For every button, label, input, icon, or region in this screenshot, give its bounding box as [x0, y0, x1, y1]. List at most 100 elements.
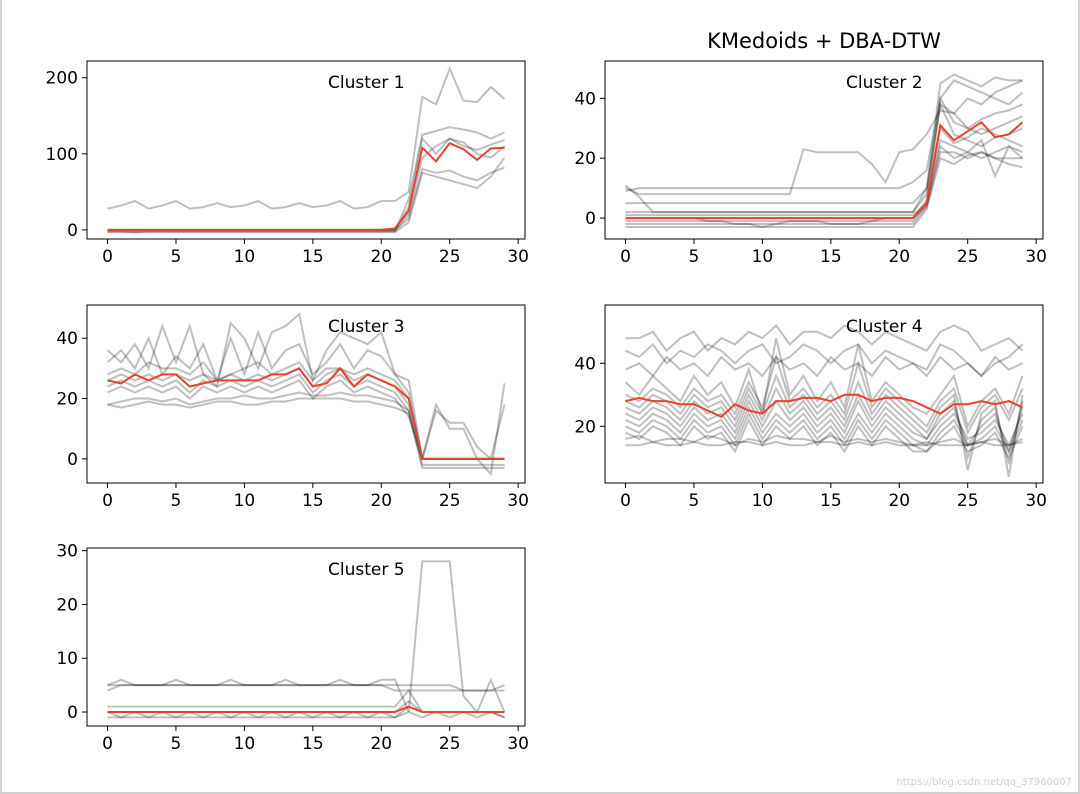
x-tick-label: 30: [507, 247, 529, 267]
x-tick-label: 25: [439, 247, 461, 267]
member-series-line: [625, 398, 1024, 455]
x-tick-label: 10: [234, 491, 256, 511]
member-series-line: [625, 405, 1024, 448]
y-tick-label: 200: [46, 69, 78, 89]
y-tick-label: 0: [67, 703, 78, 723]
cluster-panel-2: 0 5 10 15 20 25 30 0 20 40 Cluster 2: [574, 60, 1047, 267]
member-series-line: [107, 137, 506, 232]
x-tick-label: 15: [820, 491, 842, 511]
y-tick-label: 20: [574, 149, 596, 169]
x-tick-label: 25: [439, 734, 461, 754]
member-series-line: [624, 73, 1023, 214]
x-tick-label: 10: [234, 734, 256, 754]
x-tick-label: 5: [171, 247, 182, 267]
member-series-line: [625, 373, 1024, 477]
centroid-line: [625, 120, 1024, 220]
plot-area: [624, 324, 1024, 477]
cluster-panel-5: 0 5 10 15 20 25 30 0 10 20 30 Cluster 5: [56, 542, 529, 754]
y-tick-label: 30: [56, 542, 78, 562]
y-tick-label: 0: [67, 450, 78, 470]
y-tick-label: 40: [574, 89, 596, 109]
y-tick-label: 100: [46, 145, 78, 165]
member-series-line: [625, 151, 1023, 228]
axes-frame: [604, 60, 1044, 240]
centroid-line: [625, 393, 1023, 418]
cluster-panel-1: 0 5 10 15 20 25 30 0 100 200 Cluster 1: [46, 60, 529, 267]
member-series-line: [624, 337, 1024, 429]
x-tick-label: 20: [370, 734, 392, 754]
member-series-line: [625, 411, 1024, 454]
watermark: https://blog.csdn.net/qq_37960007: [896, 777, 1072, 788]
member-series-line: [107, 136, 505, 231]
member-series-line: [625, 95, 1023, 214]
plot-area: [107, 560, 506, 719]
x-tick-label: 30: [1025, 247, 1047, 267]
x-tick-label: 20: [888, 247, 910, 267]
plot-area: [624, 73, 1024, 229]
x-tick-label: 30: [507, 734, 529, 754]
cluster-label: Cluster 4: [846, 317, 923, 337]
member-series-line: [625, 100, 1023, 220]
member-series-line: [625, 324, 1024, 353]
plot-area: [106, 312, 506, 477]
x-tick-label: 25: [957, 491, 979, 511]
member-series-line: [107, 126, 505, 234]
x-tick-label: 30: [507, 491, 529, 511]
y-tick-label: 0: [585, 209, 596, 229]
y-tick-label: 20: [574, 417, 596, 437]
x-tick-label: 10: [234, 247, 256, 267]
x-tick-label: 15: [302, 491, 324, 511]
member-series-line: [107, 373, 505, 460]
member-series-line: [625, 79, 1024, 193]
y-tick-label: 20: [56, 595, 78, 615]
axes-frame: [86, 547, 526, 727]
member-series-line: [107, 397, 505, 466]
x-tick-label: 5: [689, 491, 700, 511]
x-tick-label: 15: [820, 247, 842, 267]
x-tick-label: 20: [370, 491, 392, 511]
axes-frame: [86, 60, 526, 240]
centroid-line: [107, 705, 505, 713]
x-tick-label: 25: [957, 247, 979, 267]
member-series-line: [625, 342, 1024, 378]
axes-frame: [604, 304, 1044, 484]
x-tick-label: 15: [302, 247, 324, 267]
x-tick-label: 30: [1025, 491, 1047, 511]
x-tick-label: 0: [102, 734, 113, 754]
member-series-line: [625, 355, 1023, 378]
y-tick-label: 10: [56, 649, 78, 669]
cluster-panel-4: 0 5 10 15 20 25 30 20 40 Cluster 4: [574, 304, 1047, 511]
x-tick-label: 0: [620, 247, 631, 267]
x-tick-label: 10: [752, 247, 774, 267]
x-tick-label: 0: [620, 491, 631, 511]
member-series-line: [625, 138, 1023, 217]
axes-frame: [86, 304, 526, 484]
member-series-line: [625, 138, 1024, 225]
x-tick-label: 20: [370, 247, 392, 267]
member-series-line: [107, 157, 506, 234]
member-series-line: [107, 684, 505, 692]
y-tick-label: 0: [67, 221, 78, 241]
member-series-line: [625, 434, 1023, 447]
x-tick-label: 0: [102, 247, 113, 267]
y-tick-label: 40: [574, 354, 596, 374]
y-tick-label: 20: [56, 390, 78, 410]
member-series-line: [625, 102, 1023, 205]
cluster-label: Cluster 1: [328, 73, 405, 93]
member-series-line: [107, 65, 506, 210]
x-tick-label: 0: [102, 491, 113, 511]
x-tick-label: 5: [689, 247, 700, 267]
centroid-line: [107, 141, 505, 231]
x-tick-label: 25: [439, 491, 461, 511]
member-series-line: [625, 126, 1023, 223]
y-tick-label: 40: [56, 329, 78, 349]
member-series-line: [107, 560, 506, 714]
centroid-line: [107, 366, 505, 460]
member-series-line: [107, 166, 505, 231]
x-tick-label: 20: [888, 491, 910, 511]
member-series-line: [107, 391, 505, 469]
x-tick-label: 5: [171, 491, 182, 511]
member-series-line: [106, 312, 506, 477]
